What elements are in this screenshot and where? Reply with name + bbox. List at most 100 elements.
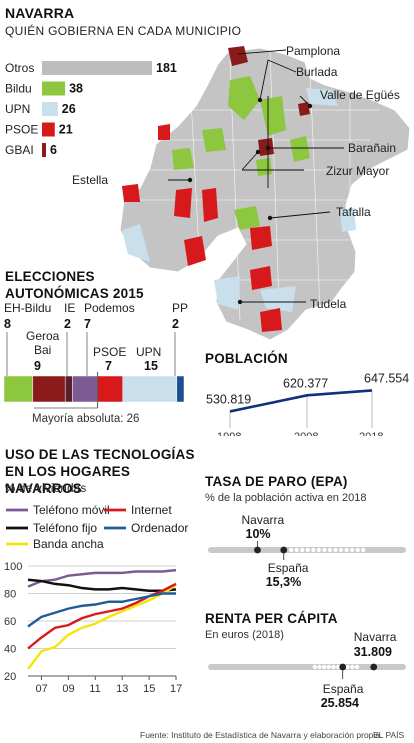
muni-label-otros: Otros <box>5 61 34 75</box>
paro-chart-minor-dot-13 <box>361 547 366 553</box>
paro-chart-minor-dot-10 <box>344 547 349 553</box>
paro-chart-minor-dot-12 <box>355 547 360 553</box>
paro-chart-minor-dot-2 <box>300 547 305 553</box>
map-label-valle-de-egues: Valle de Egüés <box>320 88 400 102</box>
seat-name-1-b: Bai <box>34 343 51 357</box>
seat-segment-5 <box>122 375 178 403</box>
tec-ytick-0: 20 <box>4 671 16 683</box>
poblacion-title: POBLACIÓN <box>205 351 288 366</box>
map-psoe-areas <box>122 124 282 332</box>
muni-bar-psoe <box>42 122 55 137</box>
tec-series-4 <box>27 592 176 628</box>
pob-year-1: 2008 <box>294 431 318 436</box>
seat-value-3: 7 <box>84 317 91 331</box>
tec-legend-label-1: Teléfono fijo <box>33 521 97 535</box>
seat-segment-0 <box>3 375 34 403</box>
renta-minor-dot-8 <box>350 664 355 670</box>
paro-title: TASA DE PARO (EPA) <box>205 474 348 489</box>
renta-dot-0 <box>370 663 378 671</box>
renta-minor-dot-0 <box>312 664 318 670</box>
seat-value-0: 8 <box>4 317 11 331</box>
muni-value-bildu: 38 <box>69 82 83 96</box>
paro-chart-minor-dot-7 <box>327 547 333 553</box>
muni-value-otros: 181 <box>156 61 177 75</box>
poblacion-line-chart: 530.819 620.377 647.554 1998 2008 2018 <box>206 371 409 436</box>
seat-segment-1 <box>32 375 66 403</box>
renta-minor-dot-3 <box>326 664 332 670</box>
tec-xtick-1: 09 <box>62 683 74 694</box>
pob-value-0: 530.819 <box>206 392 251 406</box>
paro-chart-value-0: 10% <box>246 527 271 541</box>
muni-label-bildu: Bildu <box>5 82 32 96</box>
renta-name-0: Navarra <box>354 630 397 644</box>
map-label-zizur-mayor: Zizur Mayor <box>326 164 390 178</box>
renta-subtitle: En euros (2018) <box>205 629 284 641</box>
seat-value-4: 7 <box>105 359 112 373</box>
muni-value-upn: 26 <box>62 102 76 116</box>
renta-dot-1 <box>339 663 347 671</box>
renta-value-1: 25.854 <box>321 696 359 710</box>
seat-segment-6 <box>176 375 185 403</box>
brand-label: EL PAÍS <box>373 730 405 740</box>
paro-chart-minor-dot-9 <box>338 547 344 553</box>
muni-value-gbai: 6 <box>50 143 57 157</box>
tec-ytick-1: 40 <box>4 644 16 656</box>
renta-minor-dot-5 <box>336 664 341 670</box>
map-gbai-areas <box>228 46 310 156</box>
renta-title: RENTA PER CÁPITA <box>205 611 338 626</box>
paro-chart-minor-dot-0 <box>288 547 294 553</box>
tec-xtick-4: 15 <box>143 683 155 694</box>
map-leader-lines <box>168 49 344 303</box>
paro-chart-minor-dot-1 <box>294 547 299 553</box>
pob-line <box>229 389 373 413</box>
majority-annotation: Mayoría absoluta: 26 <box>32 413 139 425</box>
seat-name-6: PP <box>172 301 188 315</box>
tec-legend-label-3: Internet <box>131 503 172 517</box>
tec-series-0 <box>27 568 177 588</box>
municipios-bar-chart: Otros 181 Bildu 38 UPN 26 PSOE 21 GBAI 6 <box>5 61 177 157</box>
seat-name-5: UPN <box>136 345 161 359</box>
pob-value-1: 620.377 <box>283 376 328 390</box>
paro-chart-minor-dot-11 <box>349 547 355 553</box>
muni-label-upn: UPN <box>5 102 30 116</box>
seat-name-0: EH-Bildu <box>4 301 51 315</box>
tec-legend-label-4: Ordenador <box>131 521 188 535</box>
seat-name-2: IE <box>64 301 75 315</box>
elecciones-title: ELECCIONES AUTONÓMICAS 2015 <box>5 268 145 302</box>
pob-year-0: 1998 <box>217 431 241 436</box>
tec-xtick-3: 13 <box>116 683 128 694</box>
paro-chart-minor-dot-3 <box>305 547 310 553</box>
seat-name-4: PSOE <box>93 345 126 359</box>
seat-value-1: 9 <box>34 359 41 373</box>
seat-value-2: 2 <box>64 317 71 331</box>
renta-minor-dot-2 <box>321 664 327 670</box>
seat-value-6: 2 <box>172 317 179 331</box>
tec-series-2 <box>27 584 177 670</box>
paro-chart-name-1: España <box>268 561 309 575</box>
tec-xtick-0: 07 <box>35 683 47 694</box>
muni-label-gbai: GBAI <box>5 143 34 157</box>
renta-minor-dot-7 <box>345 664 350 670</box>
seat-segment-3 <box>72 375 98 403</box>
map-label-estella: Estella <box>72 173 109 187</box>
pob-value-2: 647.554 <box>364 371 409 385</box>
navarra-map <box>119 46 411 340</box>
map-upn-areas <box>122 88 356 312</box>
muni-value-psoe: 21 <box>59 123 73 137</box>
tec-series-1 <box>27 578 177 592</box>
tec-xtick-2: 11 <box>89 683 100 694</box>
renta-minor-dot-4 <box>331 664 336 670</box>
tec-xtick-5: 17 <box>170 683 182 694</box>
tec-ytick-2: 60 <box>4 616 16 628</box>
seat-name-1: Geroa <box>26 329 60 343</box>
paro-chart-dot-1 <box>280 546 288 554</box>
muni-bar-gbai <box>42 143 46 157</box>
tecnologias-subtitle: % de viviendas <box>5 483 87 495</box>
map-label-tudela: Tudela <box>310 297 347 311</box>
map-label-tafalla: Tafalla <box>336 205 371 219</box>
tec-ytick-4: 100 <box>4 561 22 573</box>
pob-year-2: 2018 <box>359 431 383 436</box>
renta-name-1: España <box>323 682 364 696</box>
